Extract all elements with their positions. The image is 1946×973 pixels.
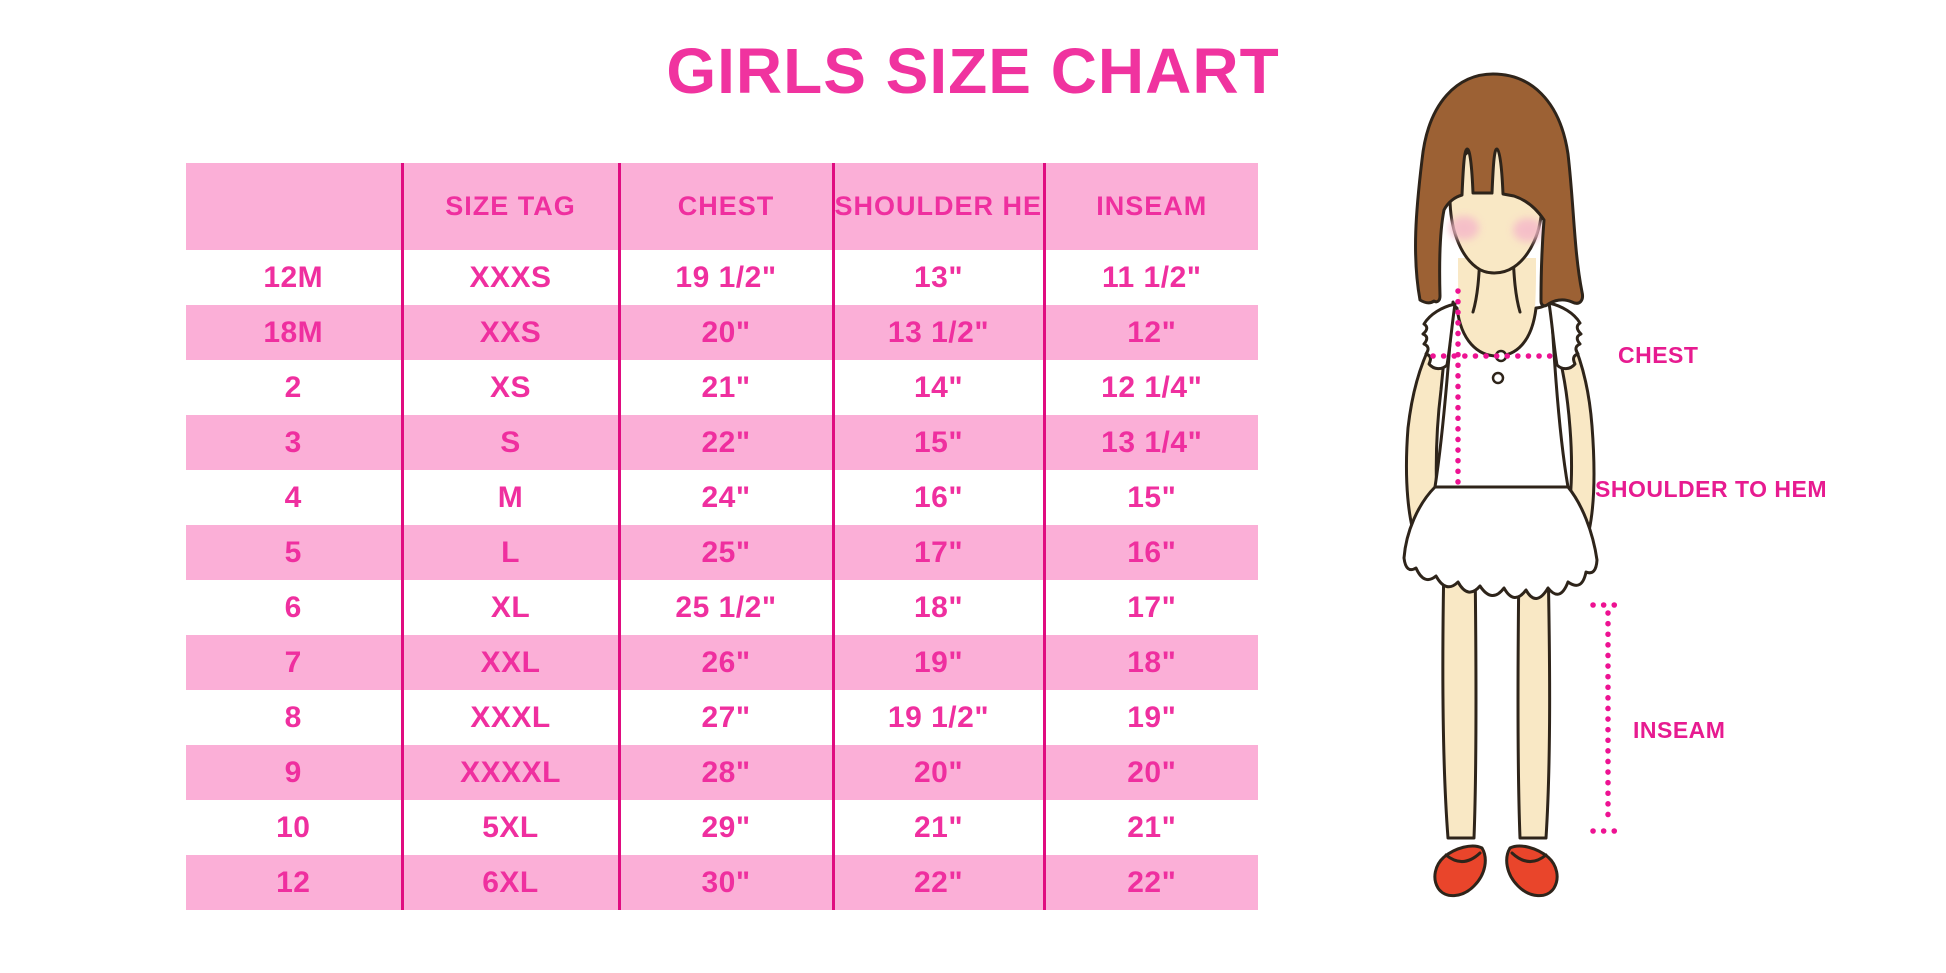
right-leg <box>1516 558 1552 840</box>
table-cell: 25 1/2" <box>617 580 833 635</box>
blush-left <box>1449 216 1479 240</box>
table-cell: 14" <box>831 360 1044 415</box>
table-row: 8 XXXL 27" 19 1/2" 19" <box>186 690 1258 745</box>
table-cell: 8 <box>284 700 302 734</box>
table-cell: 22" <box>1042 855 1258 910</box>
table-row: 9 XXXXL 28" 20" 20" <box>186 745 1258 800</box>
table-cell: 12 <box>186 855 402 910</box>
table-cell: 21" <box>617 360 833 415</box>
table-cell: 9 <box>186 745 402 800</box>
table-header: SIZE TAG CHEST SHOULDER HEM INSEAM <box>186 163 1258 250</box>
table-cell: 20" <box>1042 745 1258 800</box>
column-header: SHOULDER HEM <box>831 163 1044 250</box>
table-cell: 28" <box>617 745 833 800</box>
table-cell: 22" <box>617 415 833 470</box>
button <box>1491 371 1505 385</box>
table-cell: 6 <box>284 590 302 624</box>
measurement-diagram: CHEST SHOULDER TO HEM INSEAM <box>1360 60 1920 940</box>
table-cell: 19 1/2" <box>831 690 1044 745</box>
table-row: 2 XS 21" 14" 12 1/4" <box>186 360 1258 415</box>
size-table: SIZE TAG CHEST SHOULDER HEM INSEAM 12M XXXS 1… <box>186 163 1258 910</box>
shoulder-to-hem-label: SHOULDER TO HEM <box>1595 476 1827 502</box>
table-cell: 18M <box>186 305 402 360</box>
column-header: CHEST <box>617 163 833 250</box>
table-cell: 19" <box>831 635 1044 690</box>
table-cell: 16" <box>831 470 1044 525</box>
table-row: 12 6XL 30" 22" 22" <box>186 855 1258 910</box>
table-row: 3 S 22" 15" 13 1/4" <box>186 415 1258 470</box>
table-cell: 18" <box>1042 635 1258 690</box>
table-cell: 24" <box>617 470 833 525</box>
table-cell: M <box>400 470 619 525</box>
left-shoe-strap <box>1444 851 1482 863</box>
table-row: 7 XXL 26" 19" 18" <box>186 635 1258 690</box>
table-cell: 20" <box>617 305 833 360</box>
table-cell: 17" <box>1042 580 1258 635</box>
table-row: 5 L 25" 17" 16" <box>186 525 1258 580</box>
column-header <box>186 163 402 250</box>
table-cell: 13 1/2" <box>831 305 1044 360</box>
table-cell: L <box>400 525 619 580</box>
table-cell: XXS <box>400 305 619 360</box>
table-cell: 12M <box>263 260 324 294</box>
skirt <box>1402 485 1599 600</box>
table-cell: 27" <box>617 690 833 745</box>
table-cell: 29" <box>617 800 833 855</box>
table-cell: XXXL <box>400 690 619 745</box>
table-cell: 30" <box>617 855 833 910</box>
table-cell: 10 <box>276 810 311 844</box>
right-shoe-strap <box>1510 851 1548 863</box>
table-cell: 12 1/4" <box>1042 360 1258 415</box>
table-cell: XS <box>400 360 619 415</box>
header-row: SIZE TAG CHEST SHOULDER HEM INSEAM <box>186 163 1258 250</box>
table-cell: 2 <box>284 370 302 404</box>
table-row: 18M XXS 20" 13 1/2" 12" <box>186 305 1258 360</box>
table-cell: 5XL <box>400 800 619 855</box>
table-row: 4 M 24" 16" 15" <box>186 470 1258 525</box>
table-cell: 6XL <box>400 855 619 910</box>
table-cell: 26" <box>617 635 833 690</box>
right-sleeve-ruffle <box>1547 301 1583 371</box>
left-sleeve-ruffle <box>1421 302 1457 371</box>
hair <box>1414 72 1584 308</box>
column-header: SIZE TAG <box>400 163 619 250</box>
table-row: 12M XXXS 19 1/2" 13" 11 1/2" <box>186 250 1258 305</box>
table-cell: 16" <box>1042 525 1258 580</box>
table-cell: XXXXL <box>400 745 619 800</box>
table-cell: XXL <box>400 635 619 690</box>
table-cell: XXXS <box>400 250 619 305</box>
table-row: 10 5XL 29" 21" 21" <box>186 800 1258 855</box>
table-cell: 20" <box>831 745 1044 800</box>
chest-label: CHEST <box>1618 342 1699 368</box>
table-cell: 21" <box>831 800 1044 855</box>
table-cell: 7 <box>186 635 402 690</box>
table-cell: 13" <box>831 250 1044 305</box>
table-cell: 11 1/2" <box>1042 250 1258 305</box>
blush-right <box>1513 218 1543 242</box>
table-cell: 15" <box>831 415 1044 470</box>
table-cell: 18" <box>831 580 1044 635</box>
table-row: 6 XL 25 1/2" 18" 17" <box>186 580 1258 635</box>
table-cell: 15" <box>1042 470 1258 525</box>
table-cell: 17" <box>831 525 1044 580</box>
table-body: 12M XXXS 19 1/2" 13" 11 1/2" 18M XXS 20" 13 1/2"… <box>186 250 1258 910</box>
table-cell: 25" <box>617 525 833 580</box>
inseam-label: INSEAM <box>1633 717 1726 743</box>
table-cell: 13 1/4" <box>1042 415 1258 470</box>
table-cell: 21" <box>1042 800 1258 855</box>
table-cell: 22" <box>831 855 1044 910</box>
column-header: INSEAM <box>1042 163 1258 250</box>
table-cell: 19" <box>1042 690 1258 745</box>
table-cell: 12" <box>1042 305 1258 360</box>
left-leg <box>1441 558 1478 840</box>
table-cell: 3 <box>186 415 402 470</box>
table-cell: S <box>400 415 619 470</box>
table-cell: 4 <box>284 480 302 514</box>
girl-figure-illustration <box>1402 72 1626 898</box>
table-cell: 19 1/2" <box>617 250 833 305</box>
table-cell: 5 <box>186 525 402 580</box>
page-title: GIRLS SIZE CHART <box>666 35 1280 107</box>
table-cell: XL <box>400 580 619 635</box>
